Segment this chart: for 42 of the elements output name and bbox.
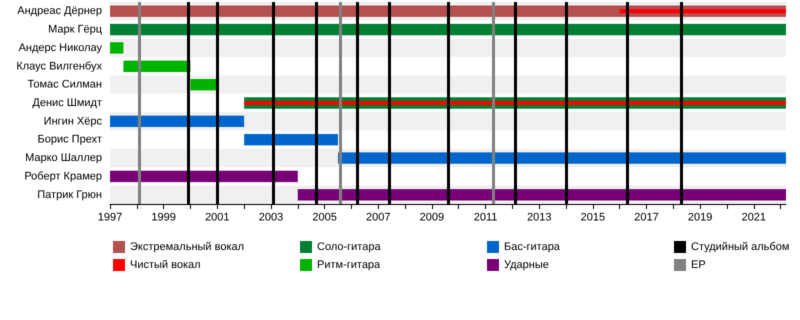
y-tick-label: Марко Шаллер: [25, 152, 102, 164]
y-tick-label: Андреас Дёрнер: [17, 5, 102, 18]
bar: [244, 134, 338, 146]
y-tick-label: Андерс Николау: [18, 42, 102, 54]
y-tick-label: Роберт Крамер: [24, 170, 102, 182]
bar: [190, 78, 218, 90]
y-tick-label: Борис Прехт: [38, 134, 102, 146]
bar: [110, 42, 124, 54]
bar: [620, 9, 786, 14]
legend-label: Студийный альбом: [691, 241, 790, 253]
bar: [338, 152, 786, 164]
y-tick-label: Марк Гёрц: [48, 24, 103, 36]
x-tick-label: 2021: [742, 212, 766, 224]
y-tick-label: Клаус Вилгенбух: [16, 60, 102, 72]
bar: [110, 170, 298, 182]
x-tick-label: 2017: [634, 212, 659, 224]
legend-label: Ритм-гитара: [317, 259, 382, 271]
legend-label: Экстремальный вокал: [130, 241, 244, 253]
x-tick-label: 2009: [420, 212, 444, 224]
x-tick-label: 2011: [474, 212, 498, 224]
bar: [298, 189, 786, 201]
y-tick-label: Томас Силман: [28, 78, 102, 91]
legend-label: EP: [691, 259, 706, 271]
bar: [123, 60, 190, 72]
x-tick-label: 1999: [151, 212, 176, 224]
legend-label: Соло-гитара: [317, 241, 382, 253]
y-tick-label: Патрик Грюн: [37, 188, 102, 201]
x-tick-label: 2013: [526, 212, 552, 224]
legend-label: Ударные: [504, 259, 549, 271]
x-tick-label: 2015: [580, 212, 606, 224]
x-tick-label: 2019: [688, 212, 712, 224]
x-tick-label: 2005: [312, 212, 337, 224]
x-tick-label: 1997: [98, 212, 122, 224]
x-tick-label: 2007: [366, 212, 390, 224]
x-tick-label: 2001: [205, 212, 230, 224]
bar: [244, 100, 786, 106]
y-tick-label: Денис Шмидт: [32, 97, 102, 109]
legend-label: Бас-гитара: [504, 241, 561, 253]
x-tick-label: 2003: [258, 212, 284, 224]
y-tick-label: Ингин Хёрс: [44, 115, 102, 128]
bar: [110, 116, 244, 128]
legend-label: Чистый вокал: [130, 259, 201, 271]
